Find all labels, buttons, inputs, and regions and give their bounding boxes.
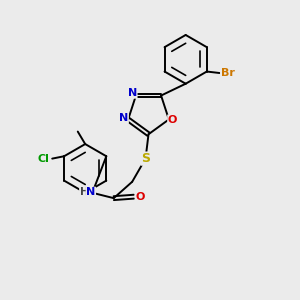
Text: N: N — [128, 88, 137, 98]
Text: N: N — [86, 187, 95, 197]
Text: Cl: Cl — [38, 154, 50, 164]
Text: Br: Br — [220, 68, 235, 78]
Text: N: N — [119, 113, 128, 123]
Text: S: S — [141, 152, 150, 165]
Text: O: O — [135, 192, 145, 202]
Text: O: O — [168, 115, 177, 125]
Text: H: H — [80, 187, 88, 197]
